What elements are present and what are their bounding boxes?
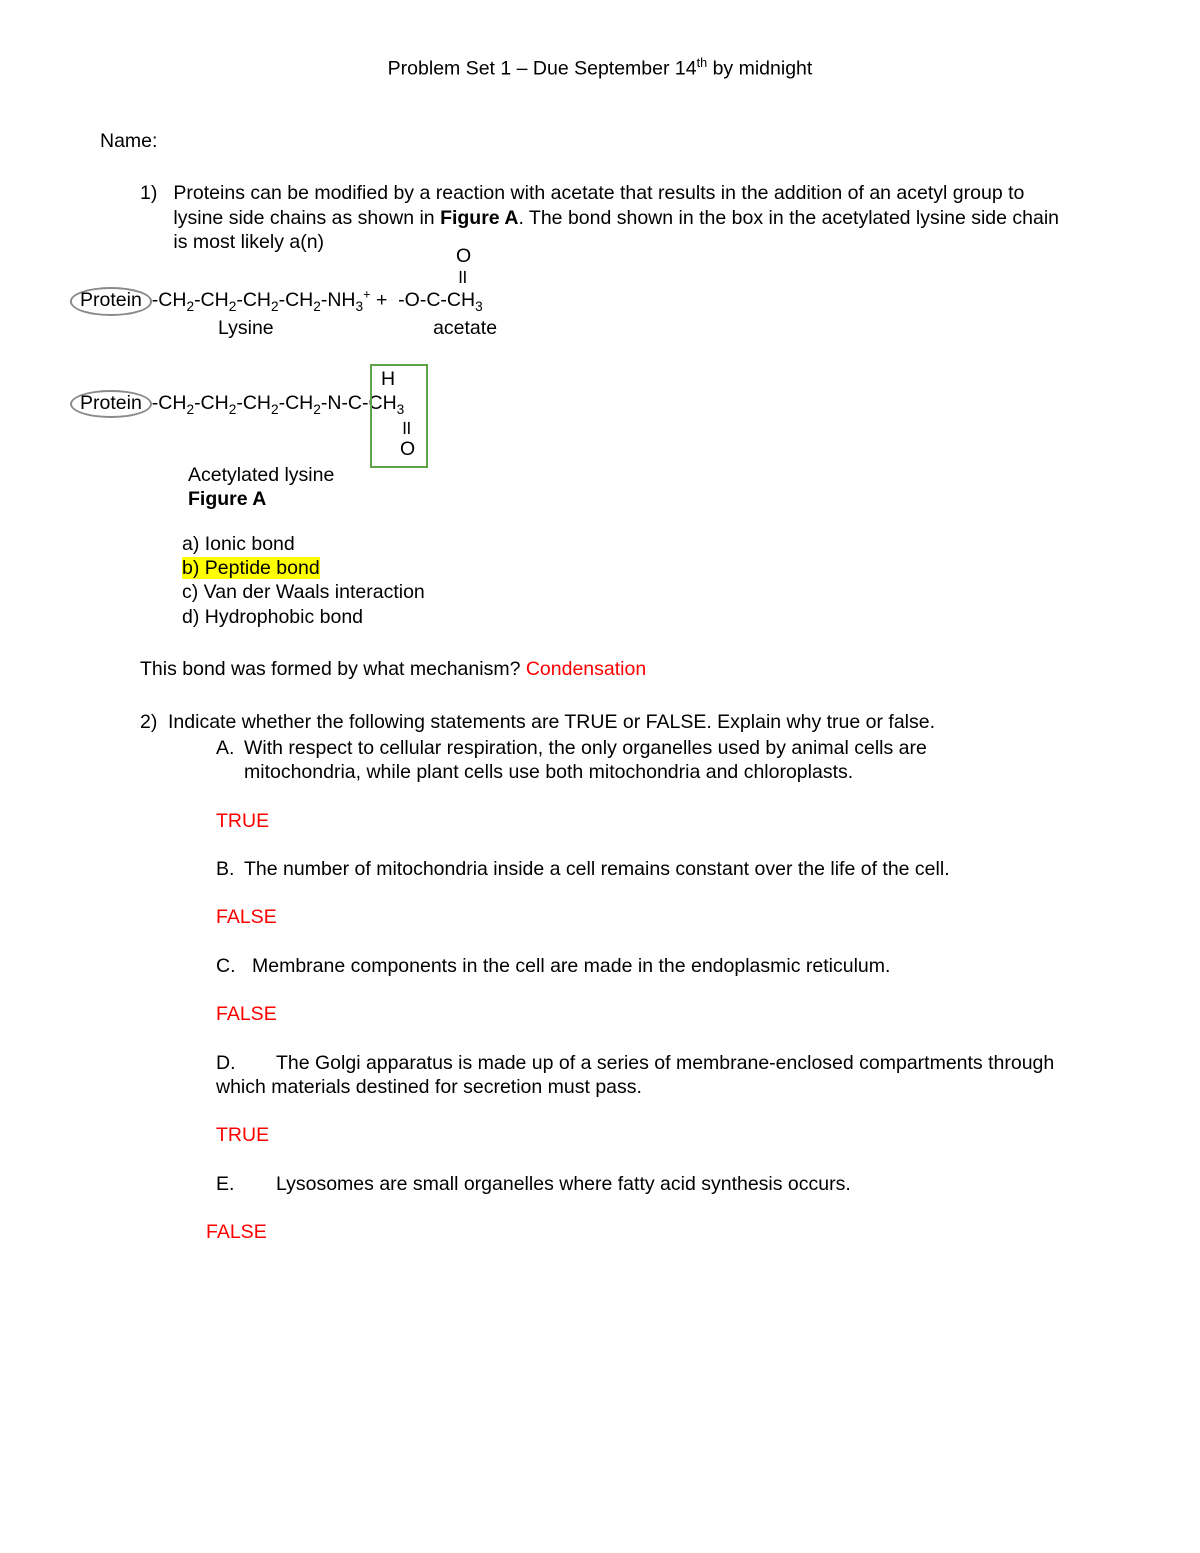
q2c-text: Membrane components in the cell are made… [252, 954, 890, 978]
option-b: b) Peptide bond [182, 556, 1100, 580]
q2a-text: With respect to cellular respiration, th… [244, 736, 1024, 785]
protein-label-2: Protein [70, 390, 152, 418]
reaction-line-2: Protein-CH2-CH2-CH2-CH2-N-C-CH3 [70, 390, 1100, 418]
name-field-label: Name: [100, 129, 1100, 153]
q2b-letter: B. [216, 857, 244, 881]
acetate-oxygen-top: O॥ [456, 246, 1100, 287]
q2e-answer: FALSE [206, 1220, 1100, 1244]
figure-caption-block: Acetylated lysine Figure A [188, 463, 1100, 512]
figure-a-label: Figure A [188, 487, 1100, 511]
protein-label-1: Protein [70, 287, 152, 315]
q2e: E. Lysosomes are small organelles where … [216, 1172, 1100, 1196]
product-block: H Protein-CH2-CH2-CH2-CH2-N-C-CH3 ॥O [70, 370, 1100, 459]
reaction-labels-1: Lysine acetate [70, 316, 1100, 340]
reaction-line-1: Protein-CH2-CH2-CH2-CH2-NH3+ + -O-C-CH3 [70, 287, 1100, 315]
q2c-answer: FALSE [216, 1002, 1100, 1026]
q2a: A. With respect to cellular respiration,… [216, 736, 1100, 785]
title-sup: th [697, 56, 708, 70]
option-a: a) Ionic bond [182, 532, 1100, 556]
amide-H: H [381, 370, 1100, 390]
q1-options: a) Ionic bond b) Peptide bond c) Van der… [182, 532, 1100, 630]
lysine-label: Lysine [218, 317, 274, 339]
q1-number: 1) [140, 181, 168, 205]
mechanism-answer: Condensation [526, 658, 646, 680]
q2d: D.The Golgi apparatus is made up of a se… [216, 1051, 1100, 1100]
q2e-text: Lysosomes are small organelles where fat… [276, 1172, 851, 1196]
page-title: Problem Set 1 – Due September 14th by mi… [100, 56, 1100, 81]
q2a-answer: TRUE [216, 809, 1100, 833]
title-post: by midnight [707, 58, 812, 80]
option-c: c) Van der Waals interaction [182, 580, 1100, 604]
q2-text: Indicate whether the following statement… [168, 710, 1068, 734]
q2-number: 2) [140, 710, 168, 734]
bond-box [370, 364, 428, 468]
title-pre: Problem Set 1 – Due September 14 [388, 58, 697, 80]
q2c-letter: C. [216, 954, 252, 978]
question-1: 1) Proteins can be modified by a reactio… [140, 181, 1100, 254]
q2e-letter: E. [216, 1172, 276, 1196]
q2c: C. Membrane components in the cell are m… [216, 954, 1100, 978]
q2b: B. The number of mitochondria inside a c… [216, 857, 1100, 881]
q1-body: Proteins can be modified by a reaction w… [173, 181, 1073, 254]
acetylated-lysine-label: Acetylated lysine [188, 463, 1100, 487]
q2b-text: The number of mitochondria inside a cell… [244, 857, 950, 881]
mechanism-question: This bond was formed by what mechanism? [140, 658, 526, 680]
option-b-highlight: b) Peptide bond [182, 557, 320, 579]
question-2: 2)Indicate whether the following stateme… [140, 710, 1100, 1245]
q2b-answer: FALSE [216, 905, 1100, 929]
q2a-letter: A. [216, 736, 244, 785]
q2d-answer: TRUE [216, 1123, 1100, 1147]
amide-O-bottom: ॥O [400, 418, 1100, 459]
q2d-text: The Golgi apparatus is made up of a seri… [216, 1052, 1054, 1098]
reaction-figure: O॥ Protein-CH2-CH2-CH2-CH2-NH3+ + -O-C-C… [70, 246, 1100, 459]
q1-figure-ref: Figure A [440, 207, 518, 229]
q2d-letter: D. [216, 1051, 276, 1075]
mechanism-line: This bond was formed by what mechanism? … [140, 657, 1100, 681]
acetate-label: acetate [433, 317, 497, 339]
option-d: d) Hydrophobic bond [182, 605, 1100, 629]
